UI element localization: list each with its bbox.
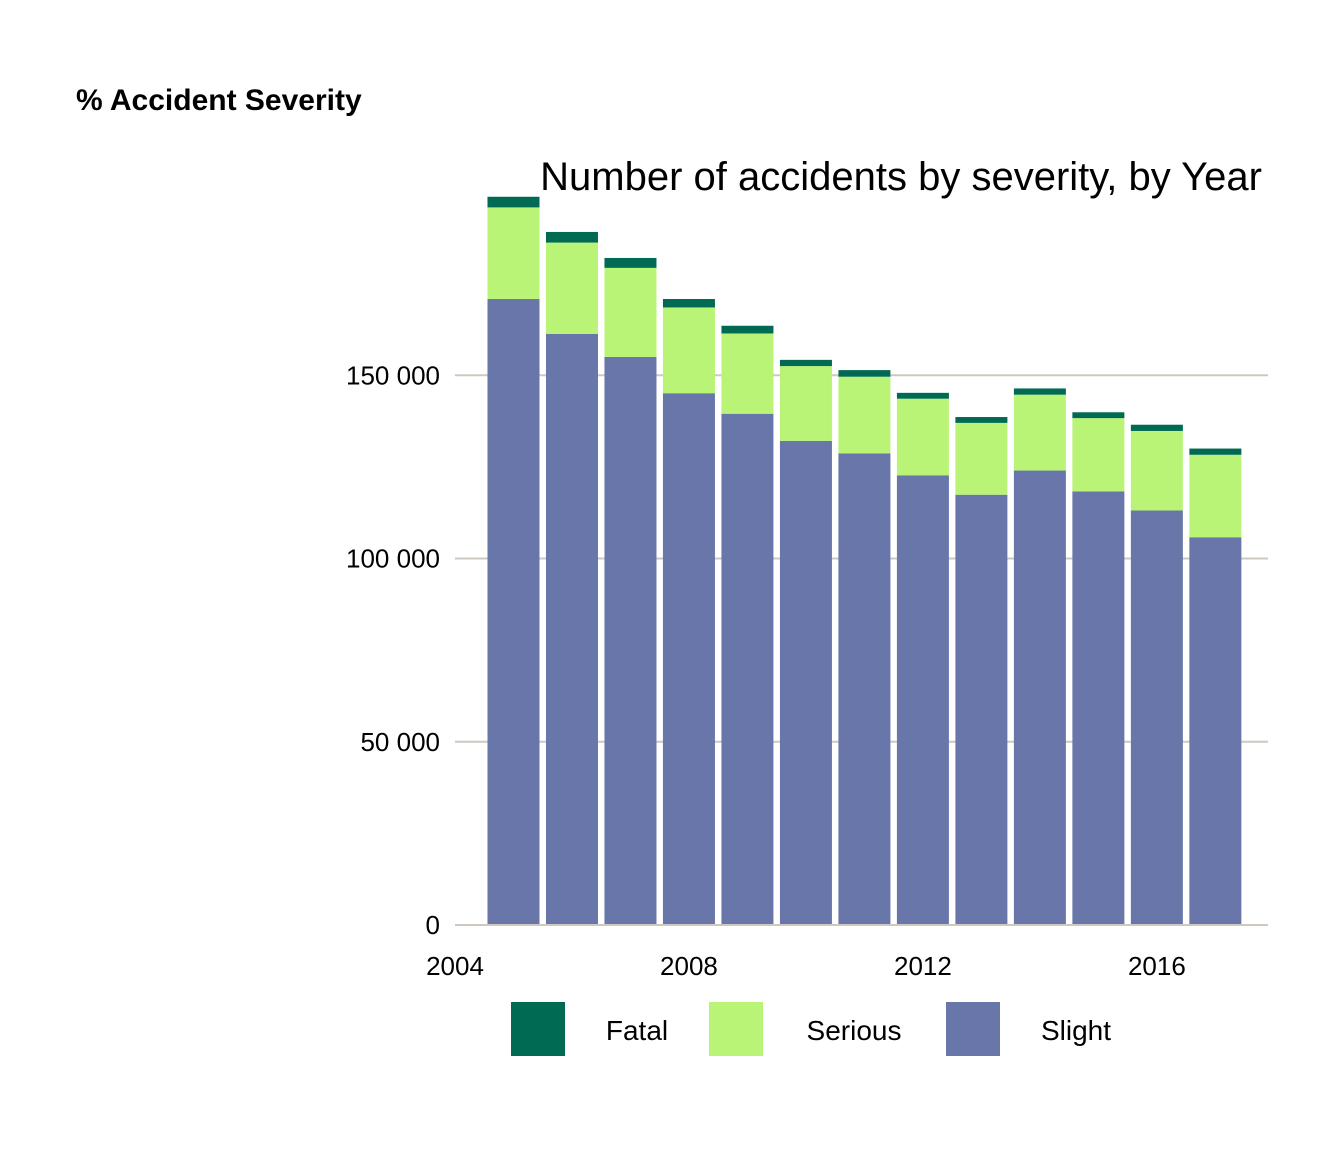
legend-label-fatal: Fatal	[606, 1015, 668, 1046]
bar-fatal-2011	[838, 370, 891, 377]
legend-swatch-fatal	[511, 1002, 565, 1056]
bar-fatal-2010	[779, 359, 832, 367]
bar-slight-2014	[1013, 470, 1066, 925]
bar-serious-2011	[838, 376, 891, 454]
y-tick-label: 100 000	[346, 544, 440, 574]
bar-serious-2014	[1013, 394, 1066, 471]
bar-fatal-2016	[1130, 424, 1183, 431]
bar-slight-2005	[487, 299, 540, 925]
bar-serious-2010	[779, 366, 832, 441]
bar-slight-2016	[1130, 510, 1183, 925]
bar-serious-2015	[1072, 418, 1125, 492]
bar-slight-2009	[721, 413, 774, 925]
legend-swatch-serious	[709, 1002, 763, 1056]
bar-fatal-2006	[545, 231, 598, 243]
bar-serious-2009	[721, 333, 774, 414]
bar-slight-2008	[662, 393, 715, 925]
x-tick-label: 2016	[1128, 951, 1186, 981]
y-tick-label: 0	[426, 910, 440, 940]
chart-title: Number of accidents by severity, by Year	[540, 155, 1262, 199]
x-tick-label: 2008	[660, 951, 718, 981]
bar-fatal-2007	[604, 257, 657, 268]
bar-fatal-2005	[487, 196, 540, 208]
y-tick-label: 50 000	[360, 727, 440, 757]
bar-slight-2013	[955, 494, 1008, 925]
bar-slight-2015	[1072, 491, 1125, 925]
bar-serious-2006	[545, 242, 598, 334]
y-tick-label: 150 000	[346, 360, 440, 390]
bar-serious-2012	[896, 398, 949, 476]
bar-slight-2006	[545, 333, 598, 925]
bar-fatal-2013	[955, 417, 1008, 423]
bar-fatal-2015	[1072, 412, 1125, 419]
bar-serious-2013	[955, 422, 1008, 495]
bar-slight-2010	[779, 440, 832, 925]
bar-serious-2016	[1130, 430, 1183, 511]
legend-label-serious: Serious	[807, 1015, 902, 1046]
bar-fatal-2012	[896, 392, 949, 399]
legend-swatch-slight	[946, 1002, 1000, 1056]
bar-slight-2007	[604, 356, 657, 925]
bar-serious-2007	[604, 267, 657, 357]
bar-slight-2011	[838, 453, 891, 925]
legend-label-slight: Slight	[1041, 1015, 1111, 1046]
page-heading: % Accident Severity	[76, 84, 362, 117]
bar-slight-2017	[1189, 537, 1242, 925]
bar-slight-2012	[896, 475, 949, 925]
bar-serious-2005	[487, 207, 540, 300]
bar-fatal-2017	[1189, 448, 1242, 455]
bar-fatal-2009	[721, 325, 774, 334]
bar-serious-2008	[662, 307, 715, 394]
x-tick-label: 2004	[426, 951, 484, 981]
bar-fatal-2008	[662, 299, 715, 308]
bar-serious-2017	[1189, 454, 1242, 538]
bar-fatal-2014	[1013, 388, 1066, 395]
x-tick-label: 2012	[894, 951, 952, 981]
